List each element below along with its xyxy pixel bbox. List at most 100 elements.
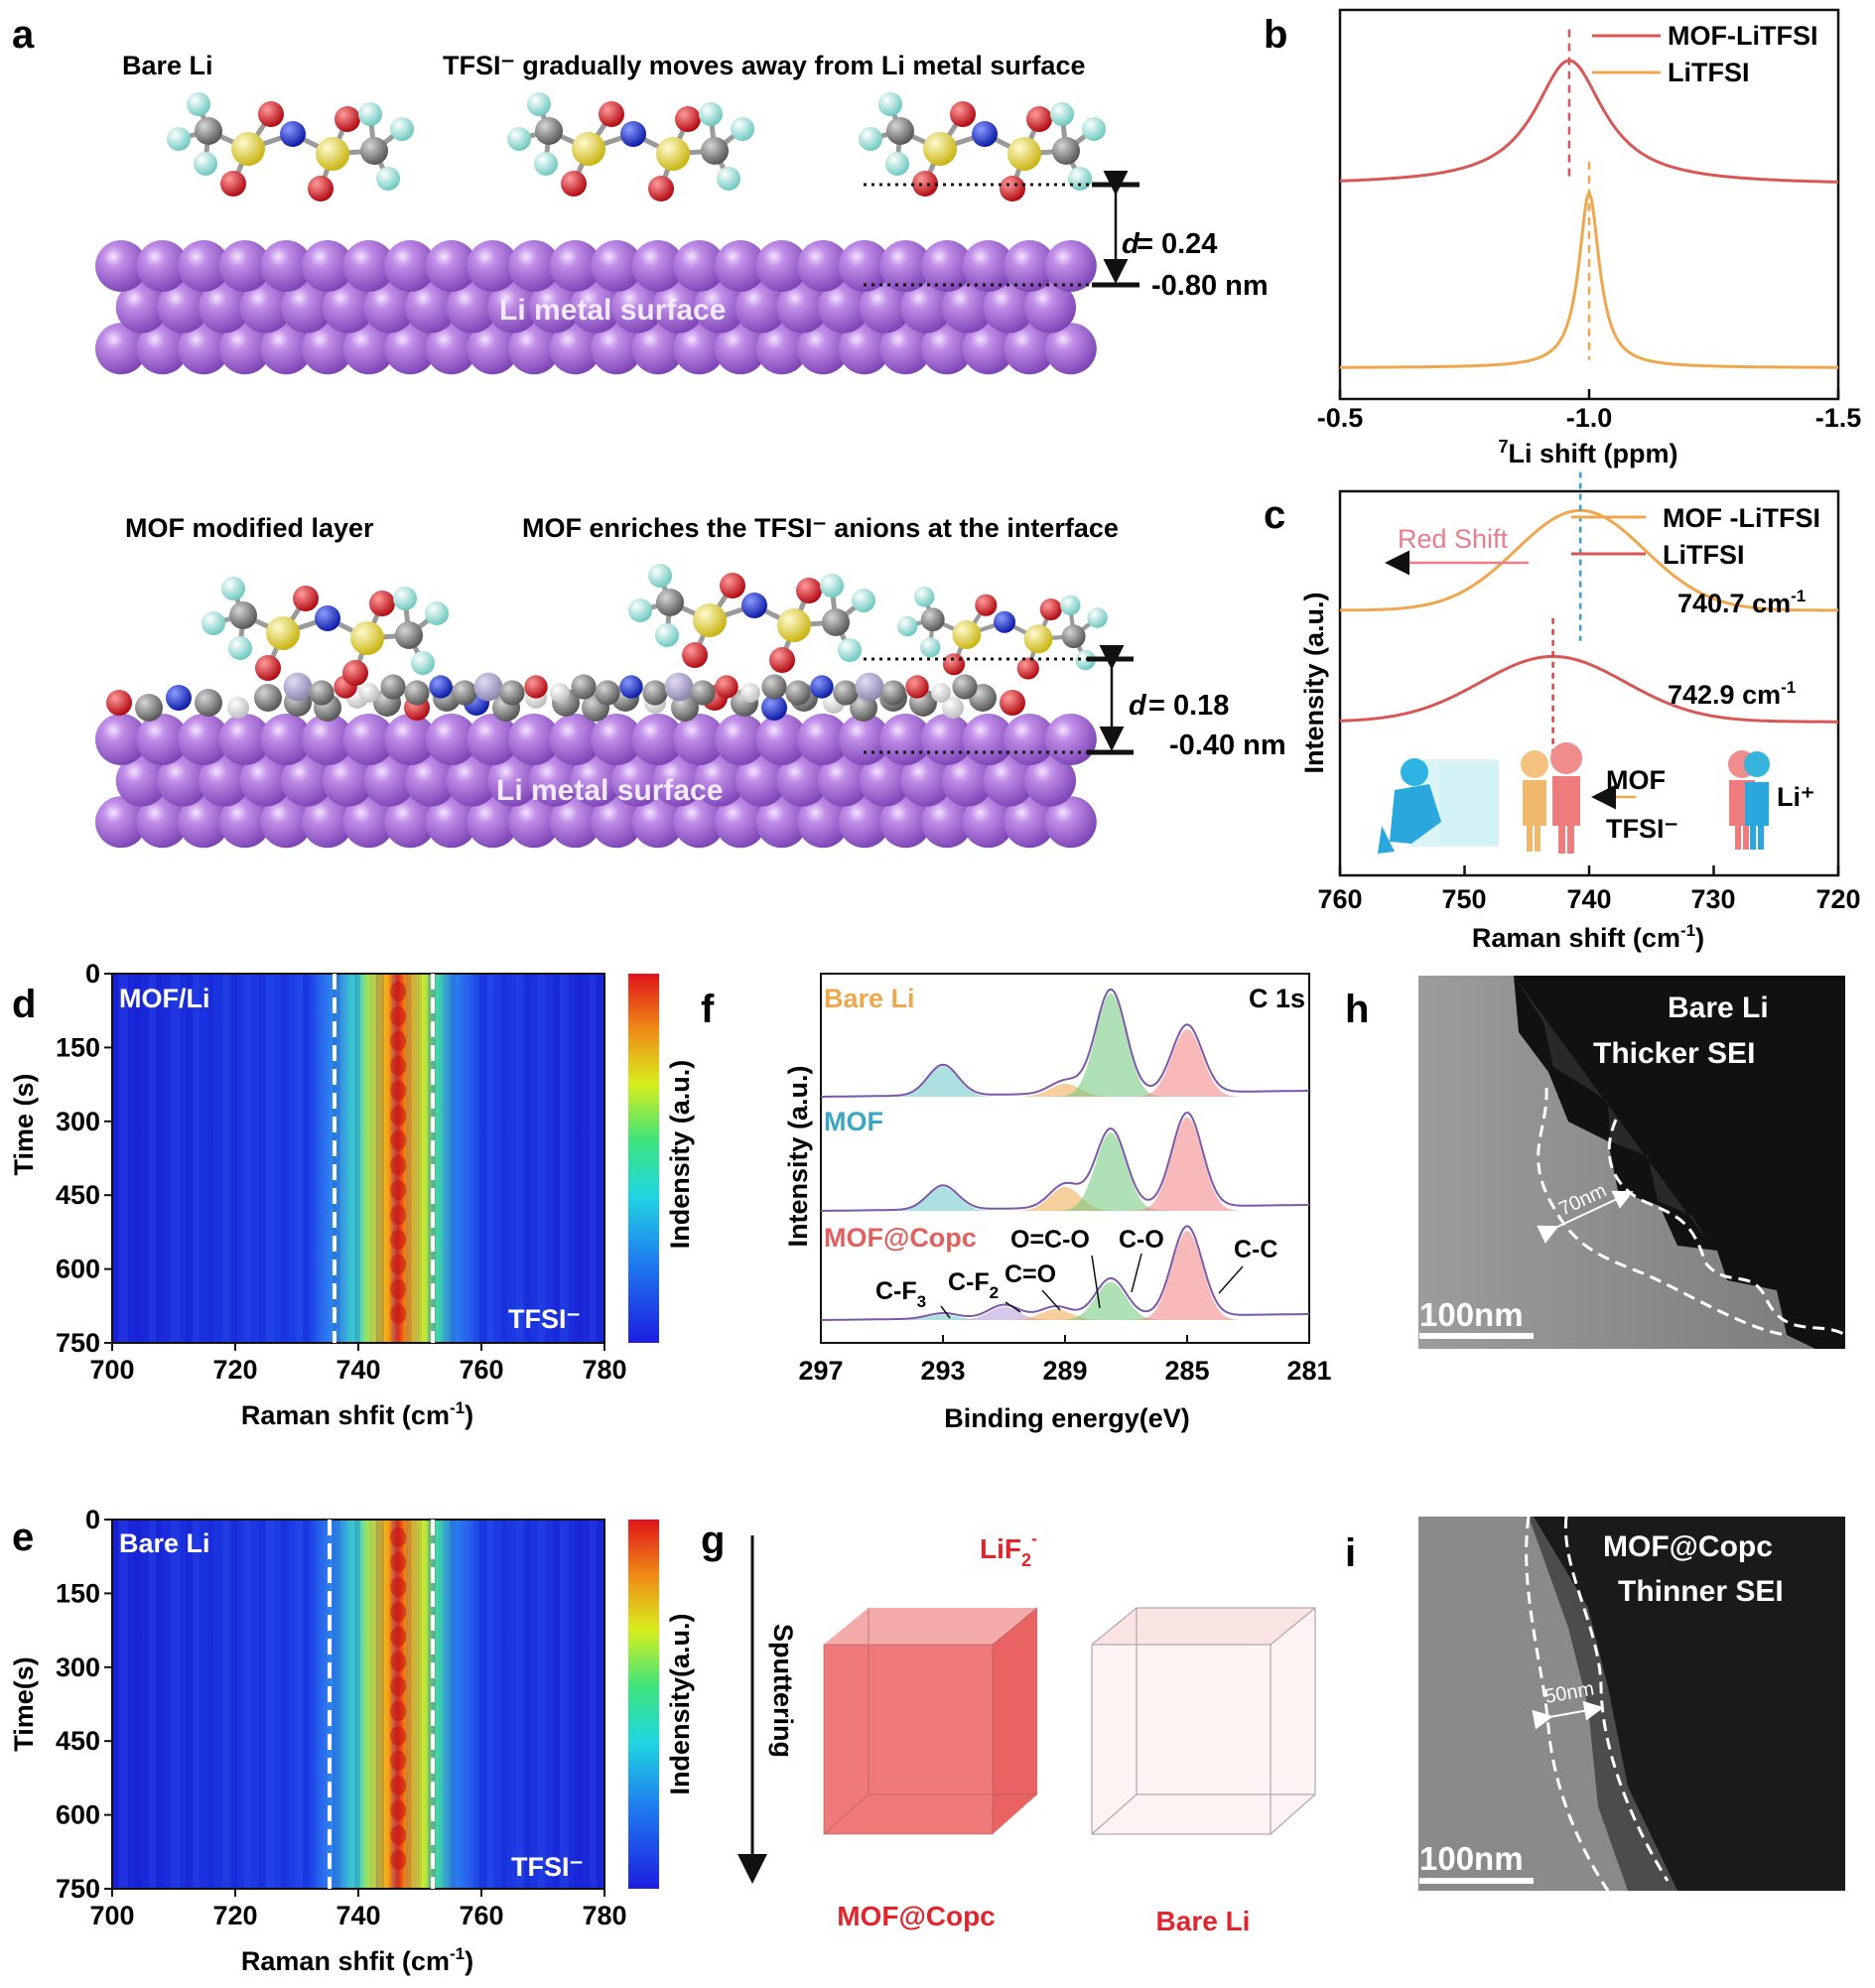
- li-atom: [797, 714, 850, 765]
- atom-f: [221, 577, 245, 600]
- mof-atom-o: [905, 675, 929, 699]
- li-atom: [838, 796, 890, 849]
- li-atom: [199, 281, 250, 333]
- stripe: [186, 974, 194, 1343]
- hotspot: [390, 1205, 407, 1225]
- stripe: [149, 1520, 156, 1889]
- hotspot: [390, 982, 407, 1001]
- xps-component: [821, 1028, 1309, 1097]
- atom-f: [914, 587, 935, 607]
- distance-marker-top: [864, 171, 1141, 288]
- atom-n: [280, 121, 306, 147]
- atom-s: [1007, 137, 1041, 171]
- mof-atom-c: [642, 680, 668, 706]
- li-atom: [631, 714, 684, 765]
- li-atom: [549, 796, 602, 849]
- panel-f-peak-label-co: C-O: [1119, 1226, 1164, 1254]
- x-tick-label: 760: [459, 1901, 503, 1930]
- panel-e-xlabel: Raman shfit (cm-1): [241, 1944, 473, 1976]
- li-atom: [218, 796, 271, 849]
- atom-s: [923, 132, 957, 166]
- atom-o: [942, 653, 966, 676]
- hotspot: [390, 1602, 407, 1622]
- li-atom: [342, 796, 395, 849]
- atom-f: [731, 117, 754, 141]
- hotspot: [390, 1180, 407, 1200]
- mof-atom-c: [404, 680, 430, 706]
- atom-c: [395, 621, 423, 649]
- hotspot: [390, 1031, 407, 1051]
- li-atom: [591, 796, 643, 849]
- hotspot: [390, 1056, 407, 1076]
- li-atom: [549, 714, 602, 765]
- atom-o: [1026, 106, 1052, 132]
- atom-f: [878, 92, 902, 116]
- panel-c-ticks: [1338, 865, 1840, 875]
- panel-i: 50nm MOF@Copc Thinner SEI 100nm: [1418, 1516, 1845, 1892]
- panel-letter-h: h: [1345, 988, 1369, 1031]
- panel-b-xlabel: 7Li shift (ppm): [1499, 437, 1678, 468]
- li-atom: [281, 754, 334, 807]
- stripe: [156, 974, 162, 1343]
- stripe: [149, 974, 156, 1343]
- li-atom: [528, 754, 581, 807]
- li-atom: [941, 281, 994, 333]
- panel-c-mof-label: MOF: [1606, 765, 1666, 795]
- li-atom: [797, 240, 850, 292]
- li-atom: [199, 754, 250, 807]
- li-atom: [838, 323, 890, 375]
- atom-c: [1061, 624, 1086, 649]
- li-atom: [570, 281, 622, 333]
- li-atom: [425, 796, 477, 849]
- panel-h: 70nm Bare Li Thicker SEI 100nm: [1418, 976, 1846, 1349]
- mof-atom-h: [550, 683, 570, 703]
- atom-f: [194, 152, 217, 176]
- panel-f-peak-label-cf2: C-F2: [948, 1268, 999, 1302]
- hotspot: [390, 1627, 407, 1647]
- li-atom: [755, 796, 808, 849]
- atom-c: [229, 601, 257, 629]
- atom-f: [1068, 167, 1092, 191]
- x-tick-label: 780: [582, 1901, 626, 1930]
- panel-g-axis-label: Sputtering: [768, 1624, 798, 1758]
- stripe: [376, 1520, 384, 1889]
- mof-atom-c: [380, 674, 406, 700]
- mof-copc-cube: [823, 1607, 1038, 1835]
- atom-o: [675, 106, 701, 132]
- atom-s: [777, 608, 811, 642]
- stripe: [553, 1520, 559, 1889]
- panel-c-peak-label-0: 740.7 cm-1: [1677, 587, 1806, 618]
- panel-e-colorbar: [628, 1520, 659, 1889]
- atom-o: [255, 655, 281, 681]
- mof-atom-c: [952, 674, 978, 700]
- panel-h-sei-boundary-inner: [1537, 1087, 1788, 1337]
- stripe: [333, 974, 340, 1343]
- hotspot: [390, 1279, 407, 1299]
- panel-d: MOF/Li TFSI⁻ Indensity (a.u.) 700 720 740 7…: [9, 959, 695, 1430]
- panel-g-right-label: Bare Li: [1156, 1906, 1251, 1936]
- li-atom: [405, 754, 457, 807]
- xps-component: [821, 1230, 1309, 1320]
- atom-c: [535, 117, 563, 145]
- stripe: [244, 974, 251, 1343]
- stripe: [553, 974, 559, 1343]
- atom-o: [950, 101, 976, 127]
- panel-c-peak-label-1: 742.9 cm-1: [1668, 678, 1796, 710]
- li-atom: [157, 754, 209, 807]
- panel-f-spectra: [821, 988, 1309, 1321]
- stripe: [406, 1520, 412, 1889]
- xps-envelope: [821, 988, 1309, 1098]
- panel-i-scale-bar: [1419, 1878, 1534, 1884]
- panel-d-colorbar: [628, 974, 659, 1343]
- atom-o: [599, 101, 624, 127]
- atom-s: [350, 621, 384, 655]
- mof-atom-c: [135, 694, 163, 722]
- top-d-value-1: = 0.24: [1137, 228, 1217, 260]
- panel-d-colorbar-label: Indensity (a.u.): [665, 1060, 695, 1250]
- atom-n: [972, 121, 998, 147]
- li-atom: [302, 714, 353, 765]
- li-atom: [487, 281, 540, 333]
- atom-o: [335, 106, 360, 132]
- top-d-value-2: -0.80 nm: [1151, 270, 1269, 302]
- li-atom: [962, 323, 1014, 375]
